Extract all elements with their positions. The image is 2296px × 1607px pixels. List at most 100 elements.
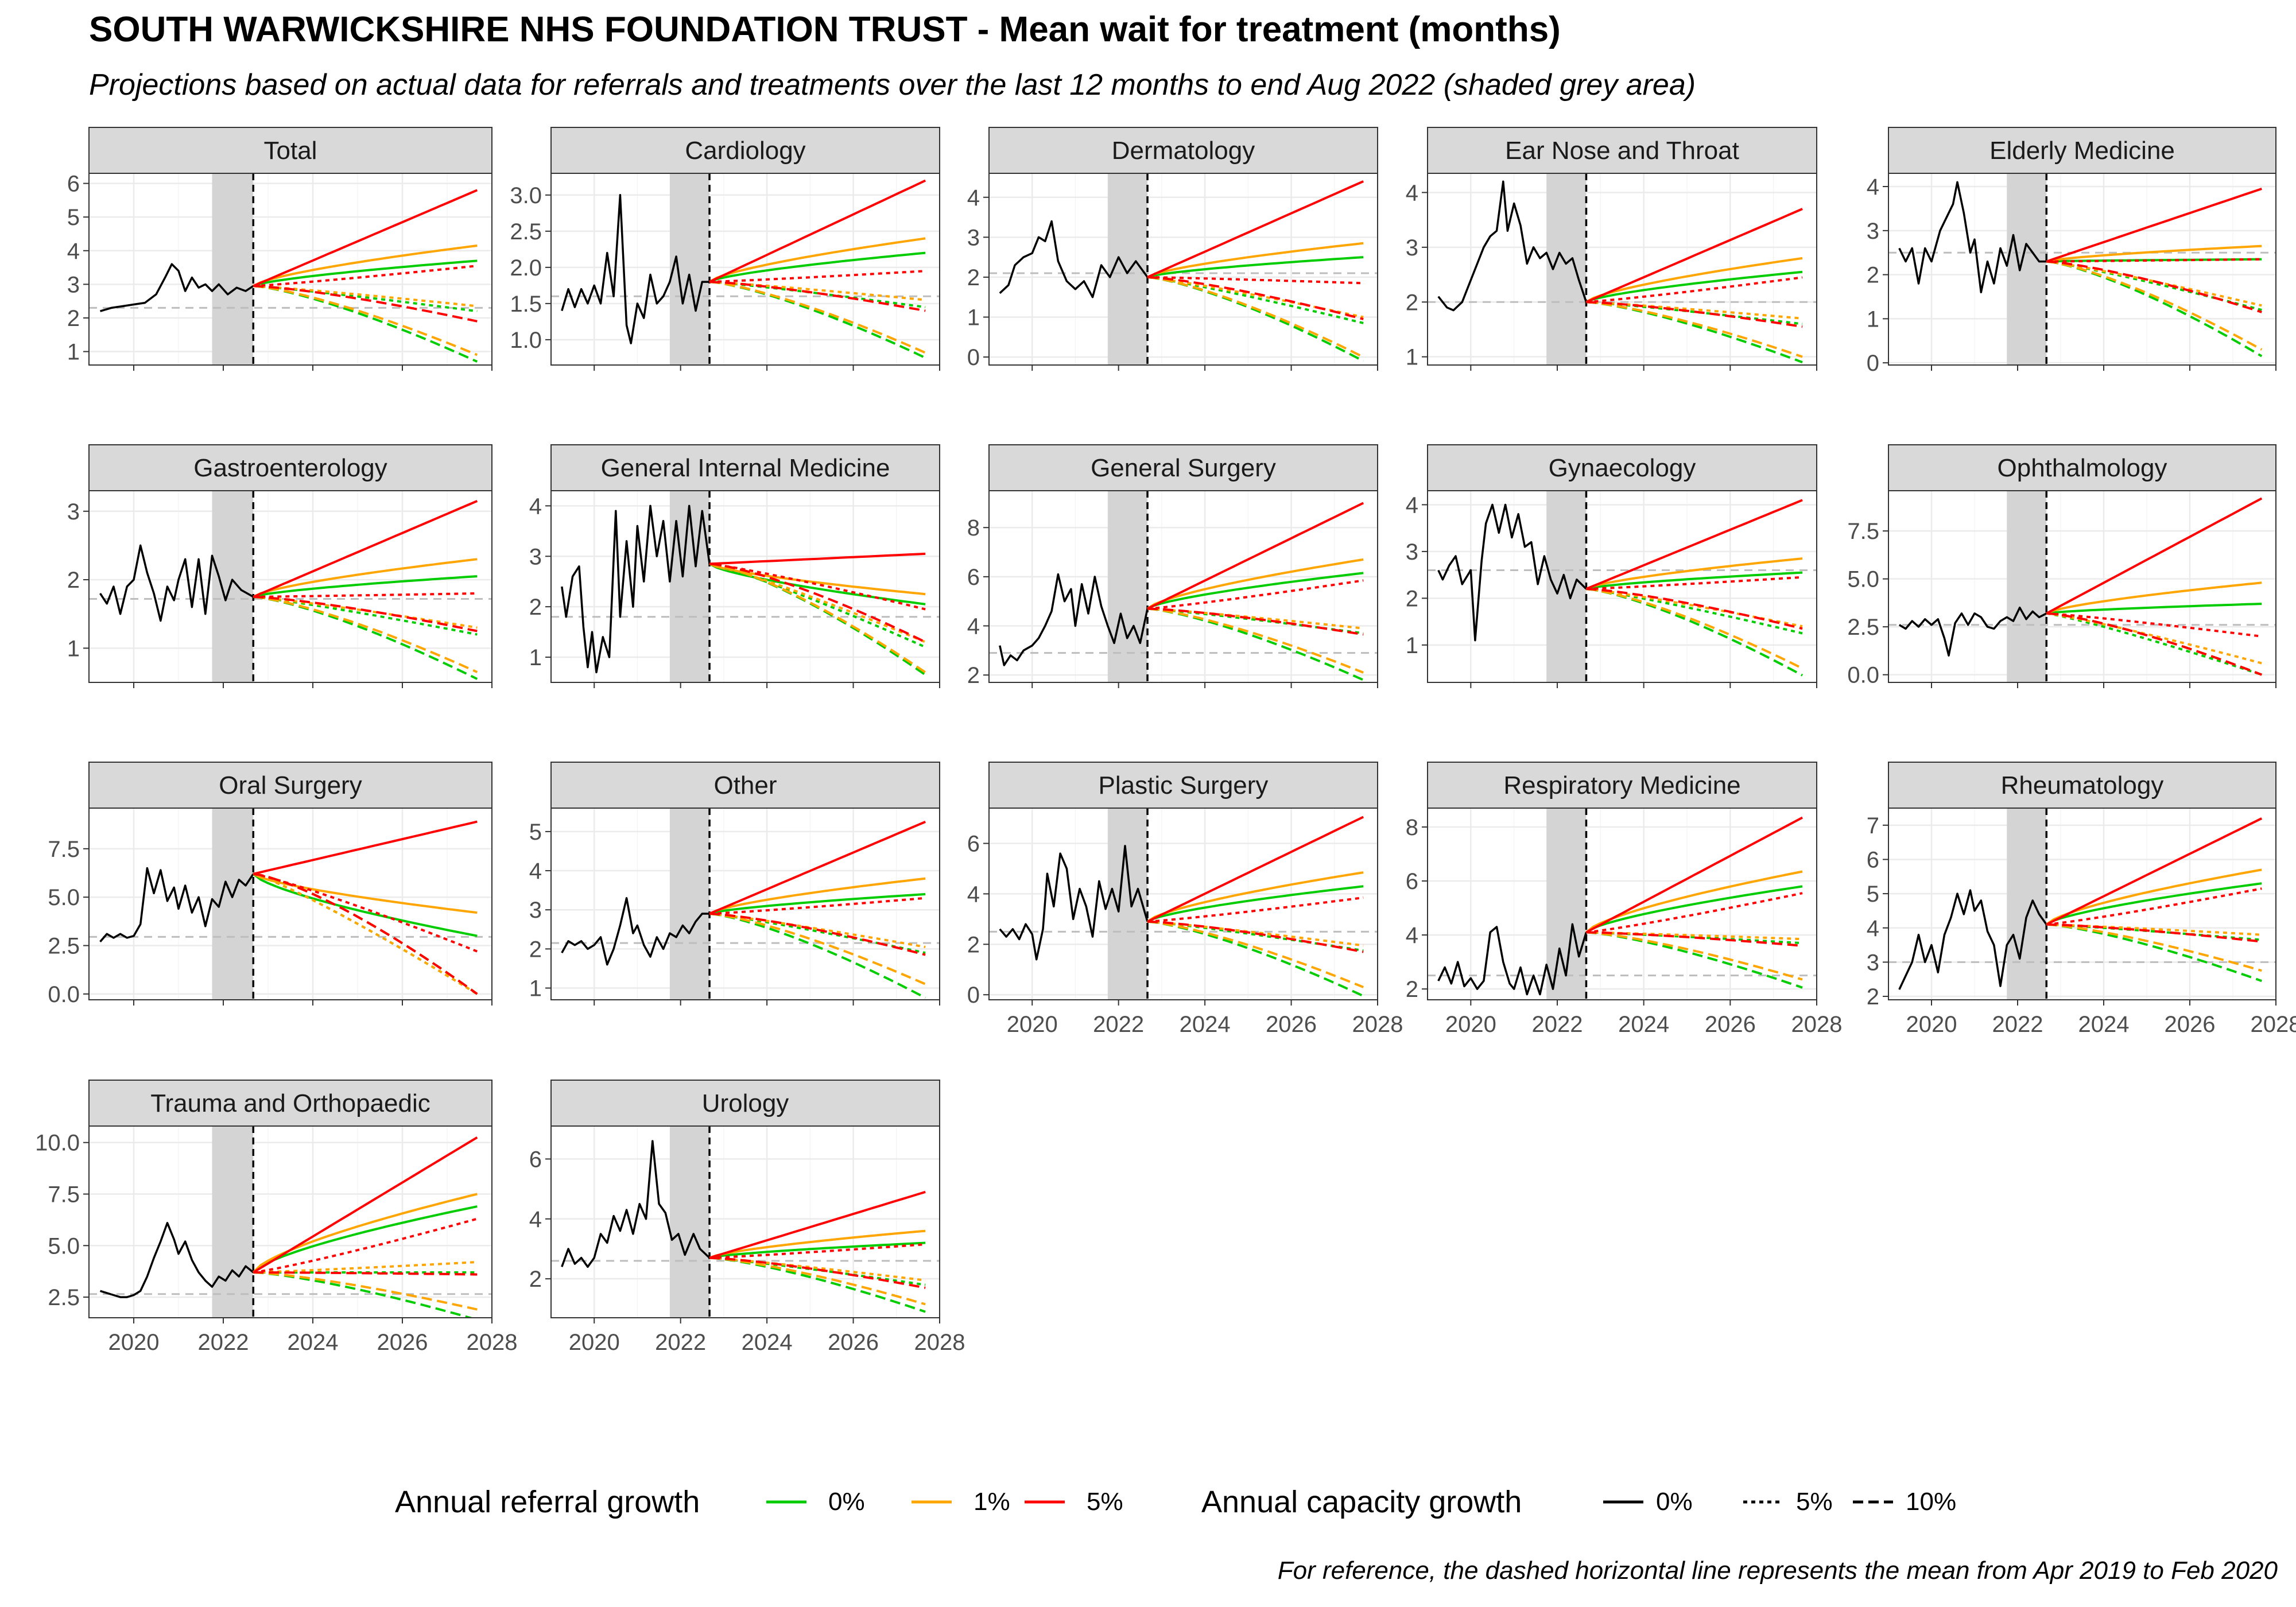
x-tick-label: 2022 (1532, 1012, 1583, 1037)
projection-line-r5c5 (1147, 275, 1364, 285)
projection-line-r0c10 (1586, 931, 1803, 989)
plot-area (1428, 491, 1817, 682)
facet-label: Elderly Medicine (1989, 137, 2175, 165)
x-tick-label: 2024 (288, 1330, 339, 1355)
history-line (1898, 889, 2047, 990)
facet-strip (550, 1080, 940, 1127)
panel-border (1888, 808, 2276, 1000)
history-line (1898, 606, 2047, 657)
facet-strip (988, 762, 1378, 809)
y-tick-label: 4 (529, 494, 542, 519)
projection-line-r0c0 (2046, 603, 2262, 615)
panel-border (88, 1125, 492, 1318)
facet-strip (1427, 762, 1817, 809)
facet-strip (88, 444, 492, 491)
projection-line-r5c10 (1147, 275, 1364, 320)
projection-line-r1c0 (253, 244, 478, 288)
y-tick-label: 2 (67, 306, 80, 331)
x-tick-label: 2028 (1352, 1012, 1403, 1037)
panel-border (550, 1125, 940, 1318)
y-tick-label: 2 (1406, 290, 1418, 315)
y-tick-label: 3 (529, 898, 542, 923)
panel-border (988, 173, 1378, 366)
projection-line-r5c0 (1147, 502, 1364, 610)
projection-line-r5c10 (709, 1256, 926, 1289)
x-tick-label: 2022 (1992, 1012, 2043, 1037)
y-tick-label: 1 (1406, 345, 1418, 370)
projection-line-r0c0 (709, 1241, 926, 1259)
x-tick-label: 2026 (828, 1330, 879, 1355)
projection-line-r0c10 (709, 562, 926, 676)
y-tick-label: 4 (967, 614, 980, 639)
chart-caption: For reference, the dashed horizontal lin… (1277, 1556, 2278, 1585)
plot-area (1888, 173, 2276, 365)
legend-label-referral: 0% (828, 1488, 865, 1516)
projection-line-r1c10 (253, 285, 478, 356)
projection-line-r5c10 (2046, 260, 2262, 313)
panel-urology: Urology 2 4 6 2020 2022 2024 2026 2028 (529, 1080, 965, 1355)
y-tick-label: 3 (1406, 539, 1418, 565)
y-tick-label: 5.0 (1847, 567, 1879, 592)
projection-line-r1c10 (709, 562, 926, 674)
projection-line-r1c5 (253, 595, 478, 629)
facet-label: Ear Nose and Throat (1505, 137, 1739, 165)
projection-line-r1c10 (1586, 588, 1803, 670)
y-tick-label: 3 (1867, 219, 1879, 244)
projection-line-r5c5 (253, 265, 478, 288)
panel-total: Total 1 2 3 4 5 6 (67, 127, 492, 371)
projection-line-r5c0 (253, 1136, 478, 1274)
y-tick-label: 3 (529, 544, 542, 569)
shaded-period (212, 173, 254, 365)
panel-dermatology: Dermatology 0 1 2 3 4 (967, 127, 1378, 371)
panel-oral-surgery: Oral Surgery 0.0 2.5 5.0 7.5 (48, 762, 492, 1007)
x-tick-label: 2022 (198, 1330, 249, 1355)
projection-line-r5c10 (1586, 301, 1803, 328)
projection-line-r5c5 (709, 896, 926, 915)
legend-referral-title: Annual referral growth (395, 1485, 700, 1519)
projection-line-r1c0 (1585, 870, 1803, 933)
shaded-period (669, 808, 710, 1000)
y-tick-label: 4 (967, 185, 980, 211)
panel-elderly-medicine: Elderly Medicine 0 1 2 3 4 (1867, 127, 2276, 376)
projection-line-r0c5 (1147, 607, 1364, 635)
projection-line-r1c10 (2046, 923, 2262, 972)
y-tick-label: 3 (67, 272, 80, 297)
y-tick-label: 1.5 (510, 292, 542, 317)
projection-line-r0c5 (2046, 612, 2262, 676)
projection-line-r5c5 (709, 1243, 926, 1259)
projection-line-r5c5 (1586, 892, 1803, 934)
y-tick-label: 6 (1406, 869, 1418, 894)
y-tick-label: 2.5 (510, 219, 542, 244)
facet-strip (988, 444, 1378, 491)
projection-line-r5c0 (253, 500, 478, 598)
panel-border (550, 808, 940, 1000)
panel-border (1888, 173, 2276, 366)
y-tick-label: 2.0 (510, 255, 542, 281)
y-tick-label: 4 (529, 859, 542, 884)
projection-line-r1c0 (709, 877, 926, 915)
projection-line-r0c0 (253, 873, 478, 937)
projection-line-r5c10 (1147, 920, 1364, 953)
x-tick-label: 2024 (1180, 1012, 1231, 1037)
y-tick-label: 7 (1867, 813, 1879, 839)
projection-line-r5c10 (709, 281, 926, 312)
x-tick-label: 2026 (1266, 1012, 1317, 1037)
projection-line-r5c0 (709, 552, 926, 565)
projection-line-r1c5 (253, 1261, 478, 1274)
projection-line-r1c0 (1585, 557, 1803, 590)
y-tick-label: 3 (1406, 235, 1418, 261)
shaded-period (212, 491, 254, 682)
x-tick-label: 2028 (467, 1330, 518, 1355)
facet-label: Respiratory Medicine (1503, 771, 1740, 799)
x-tick-label: 2020 (1445, 1012, 1496, 1037)
facet-label: Plastic Surgery (1099, 771, 1269, 799)
history-line (1437, 503, 1587, 642)
facet-strip (550, 444, 940, 491)
projection-line-r1c0 (1585, 257, 1803, 304)
history-line (561, 194, 710, 344)
y-tick-label: 1 (67, 636, 80, 661)
projection-line-r0c0 (709, 893, 926, 915)
y-tick-label: 1 (1406, 633, 1418, 658)
y-tick-label: 4 (1406, 180, 1418, 205)
projection-line-r5c0 (1147, 816, 1364, 923)
